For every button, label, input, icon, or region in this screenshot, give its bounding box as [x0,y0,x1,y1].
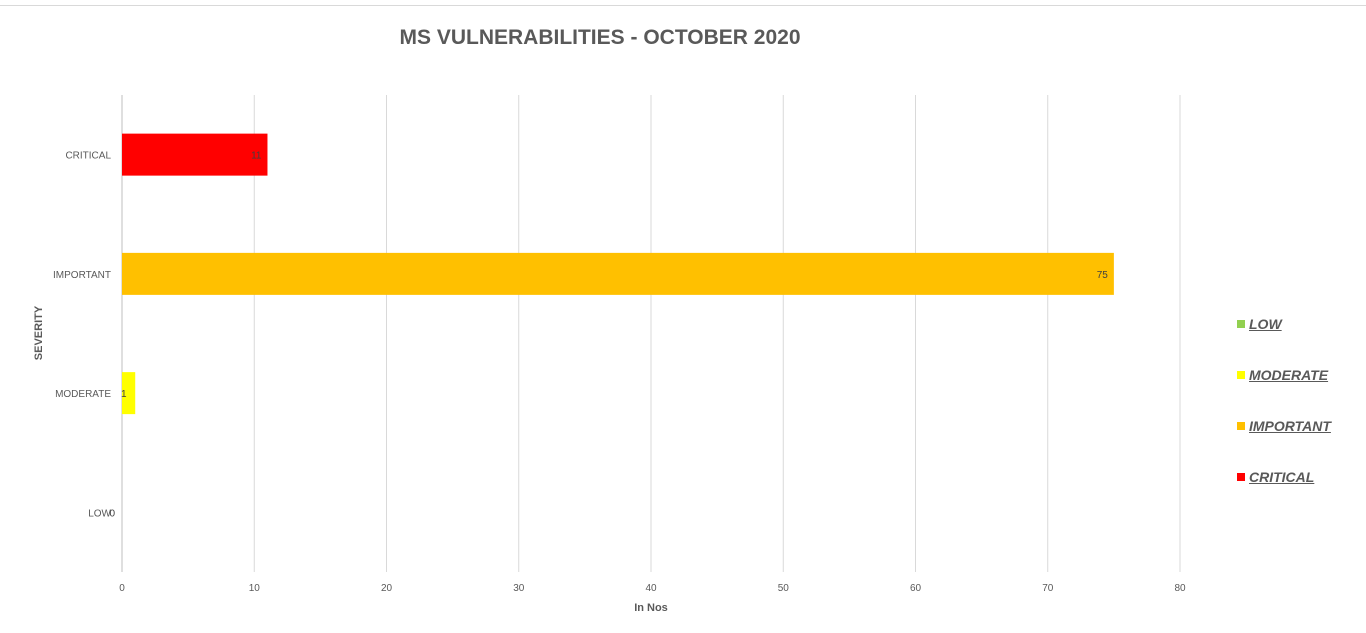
bar-important [122,252,1114,295]
legend-label: MODERATE [1249,366,1329,383]
category-label: MODERATE [55,389,111,400]
gridlines [121,95,1181,572]
x-tick-label: 10 [249,583,261,594]
top-border [0,5,1366,6]
legend-swatch [1237,319,1245,328]
x-tick-label: 40 [645,583,657,594]
data-label: 1 [121,389,127,400]
legend-swatch [1237,421,1245,430]
legend-item: IMPORTANT [1237,400,1331,451]
x-tick-label: 20 [381,583,393,594]
x-axis-title: In Nos [634,602,668,614]
legend-swatch [1237,472,1245,481]
x-tick-labels: 0 10 20 30 40 50 60 70 80 [119,583,1186,594]
x-tick-label: 0 [119,583,125,594]
x-tick-label: 70 [1042,583,1054,594]
legend-item: MODERATE [1237,349,1331,400]
x-tick-label: 80 [1174,583,1186,594]
legend-swatch [1237,370,1245,379]
legend-label: IMPORTANT [1249,417,1331,434]
y-axis-title: SEVERITY [33,305,45,360]
data-labels: 11 75 1 0 [109,151,1108,520]
category-label: IMPORTANT [53,270,111,281]
bar-moderate [122,372,136,415]
x-tick-label: 30 [513,583,525,594]
chart-title: MS VULNERABILITIES - OCTOBER 2020 [399,26,801,49]
legend-item: CRITICAL [1237,451,1331,502]
category-labels: CRITICAL IMPORTANT MODERATE LOW [53,151,112,520]
data-label: 75 [1097,270,1109,281]
legend-label: CRITICAL [1249,468,1315,485]
bar-critical [122,133,268,176]
legend: LOW MODERATE IMPORTANT CRITICAL [1237,298,1331,502]
legend-item: LOW [1237,298,1331,349]
data-label: 11 [251,151,262,162]
category-label: LOW [88,508,111,519]
data-label: 0 [109,508,115,519]
x-tick-label: 50 [778,583,790,594]
legend-label: LOW [1249,315,1282,332]
x-tick-label: 60 [910,583,922,594]
bars [122,133,1114,415]
category-label: CRITICAL [65,151,111,162]
